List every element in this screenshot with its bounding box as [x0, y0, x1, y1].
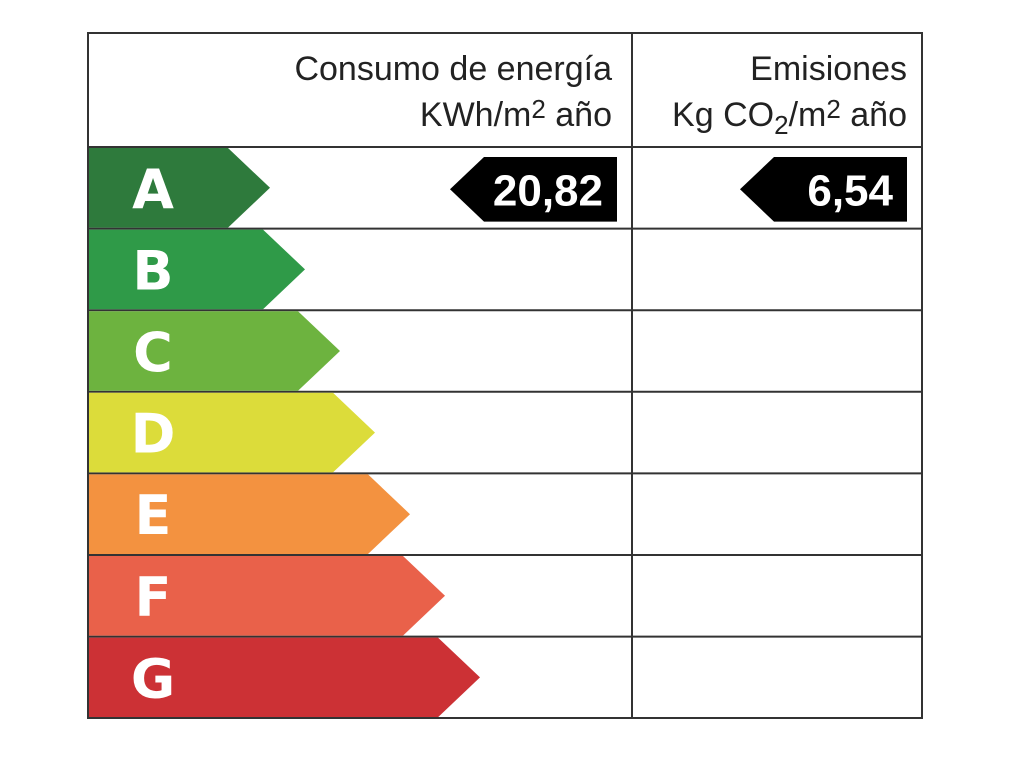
emissions-value: 6,54: [807, 166, 893, 215]
energy-value: 20,82: [493, 166, 603, 215]
value-badge: [450, 157, 617, 222]
emissions-unit: Kg CO2/m2 año: [672, 94, 907, 140]
unit-text: Kg CO: [672, 96, 774, 134]
rating-letter: C: [133, 321, 173, 384]
rating-arrow: [89, 637, 480, 718]
energy-title: Consumo de energía: [294, 50, 612, 88]
unit-text: año: [841, 96, 907, 134]
rating-arrow: [89, 229, 305, 310]
energy-unit: KWh/m2 año: [420, 94, 612, 134]
rating-letter: B: [132, 239, 173, 302]
outer-border: [87, 32, 923, 719]
unit-text: año: [546, 96, 612, 134]
unit-text: KWh/m: [420, 96, 531, 134]
rating-letter: A: [132, 158, 174, 221]
unit-script: 2: [774, 110, 788, 140]
rating-letter: F: [135, 566, 172, 629]
rating-arrow: [89, 392, 375, 473]
unit-script: 2: [826, 94, 840, 124]
rating-letter: G: [131, 647, 175, 710]
rating-arrow: [89, 474, 410, 554]
rating-arrow: [89, 556, 445, 636]
rating-arrow: [89, 311, 340, 391]
rating-letter: D: [131, 403, 176, 466]
unit-script: 2: [531, 94, 545, 124]
emissions-title: Emisiones: [750, 50, 907, 88]
table-frame: [87, 32, 923, 719]
value-badge: [740, 157, 907, 222]
rating-arrow: [89, 148, 270, 228]
rating-letter: E: [135, 484, 172, 547]
unit-text: /m: [789, 96, 827, 134]
